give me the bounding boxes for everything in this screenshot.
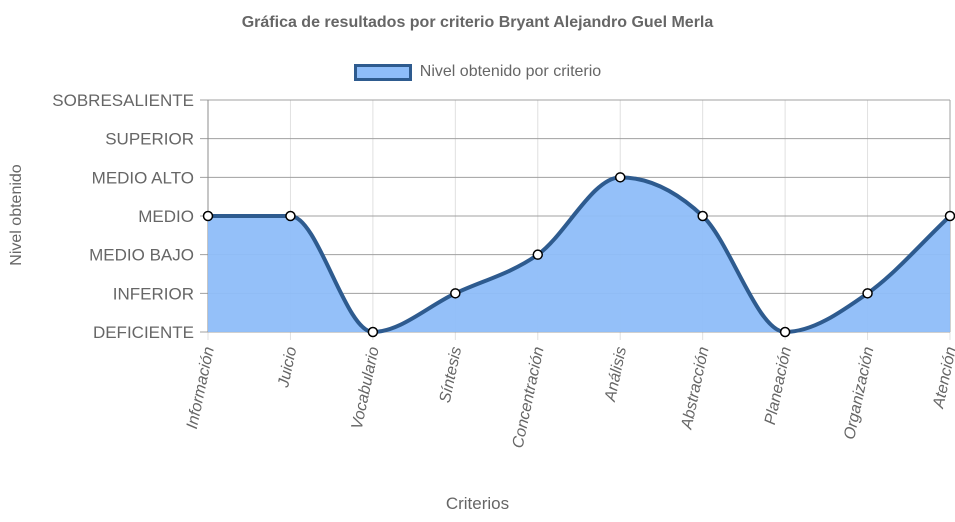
data-point (202, 210, 214, 222)
data-point (614, 172, 626, 183)
y-tick-label: SOBRESALIENTE (52, 91, 194, 110)
data-point (450, 288, 461, 299)
x-tick-label: Juicio (275, 345, 300, 390)
x-tick-label: Vocabulario (349, 345, 383, 431)
data-point (532, 249, 544, 260)
x-tick-label: Abstracción (678, 345, 712, 431)
x-tick-label: Síntesis (437, 345, 465, 404)
series-line (207, 175, 952, 334)
data-point (779, 326, 791, 338)
data-point (862, 288, 873, 299)
data-point (285, 210, 296, 222)
data-point (697, 210, 708, 222)
y-tick-label: MEDIO BAJO (89, 246, 194, 265)
x-tick-label: Atención (930, 345, 955, 411)
data-point (367, 326, 379, 338)
x-tick-label: Planeación (762, 345, 795, 426)
y-tick-label: SUPERIOR (105, 130, 194, 149)
x-tick-label: Análisis (602, 345, 630, 403)
x-tick-label: Concentración (510, 345, 548, 450)
x-tick-label: Organización (841, 345, 877, 441)
legend[interactable]: Nivel obtenido por criterio (0, 63, 955, 81)
y-tick-label: MEDIO ALTO (92, 168, 194, 187)
x-axis-title: Criterios (445, 494, 510, 513)
series-area (208, 177, 950, 332)
y-tick-label: MEDIO (138, 207, 194, 226)
x-tick-label: Información (184, 345, 218, 430)
chart-title: Gráfica de resultados por criterio Bryan… (241, 14, 714, 31)
legend-swatch (353, 63, 412, 81)
legend-label: Nivel obtenido por criterio (419, 63, 602, 80)
y-tick-label: DEFICIENTE (93, 323, 194, 342)
y-tick-label: INFERIOR (113, 284, 194, 303)
data-point (944, 210, 955, 222)
